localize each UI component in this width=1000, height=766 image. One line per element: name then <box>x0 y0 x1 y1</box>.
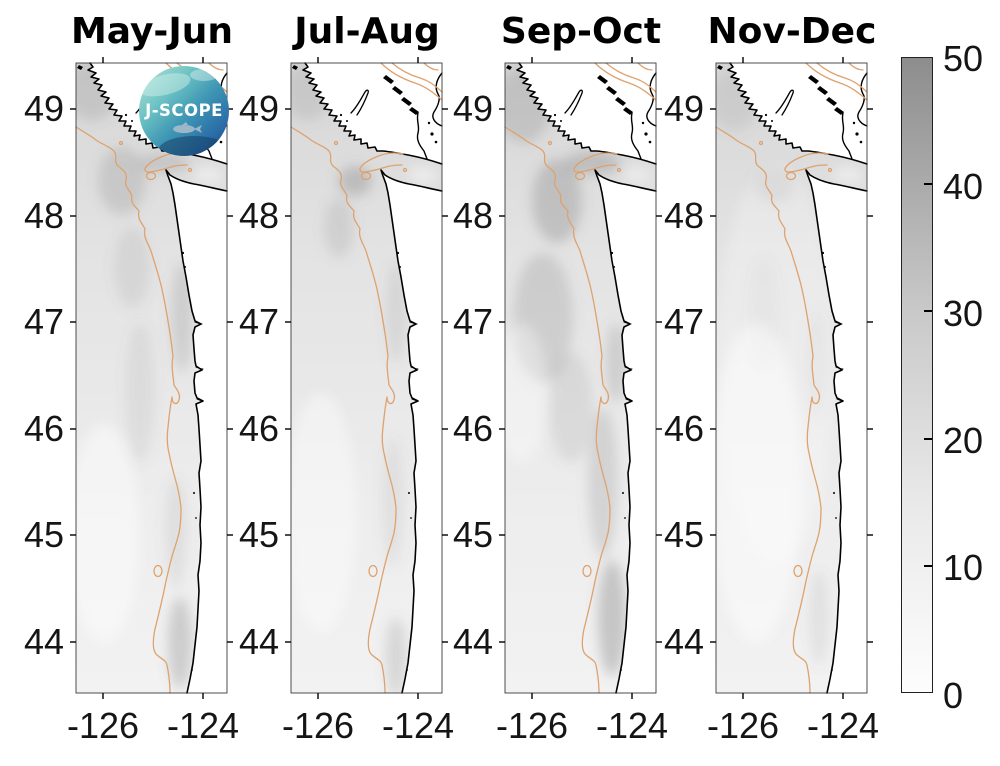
panel-border <box>715 62 868 694</box>
lon-tick-label: -124 <box>806 705 880 746</box>
colorbar <box>901 57 933 693</box>
colorbar-tick <box>924 565 932 567</box>
lon-tick-label: -126 <box>495 705 569 746</box>
ocean-field <box>505 63 656 693</box>
panel-title-may-jun: May-Jun <box>70 11 234 52</box>
map-panel-jul-aug <box>284 56 449 700</box>
lat-tick-label: 47 <box>452 301 493 342</box>
colorbar-tick-label: 0 <box>943 675 964 716</box>
lat-tick-label: 44 <box>23 621 64 662</box>
lat-tick-label: 45 <box>663 514 704 555</box>
map-panel-sep-oct <box>498 56 663 700</box>
panel-border <box>290 62 443 694</box>
colorbar-tick-label: 20 <box>943 420 984 461</box>
lat-tick-label: 44 <box>452 621 493 662</box>
colorbar-tick-label: 10 <box>943 547 984 588</box>
panel-border <box>504 62 657 694</box>
lat-tick-label: 49 <box>452 88 493 129</box>
ocean-field <box>716 63 867 693</box>
lat-tick-label: 48 <box>23 195 64 236</box>
colorbar-tick <box>924 183 932 185</box>
lat-tick-label: 49 <box>23 88 64 129</box>
colorbar-tick <box>924 310 932 312</box>
lon-tick-label: -124 <box>595 705 669 746</box>
panel-title-jul-aug: Jul-Aug <box>294 11 440 52</box>
lat-tick-label: 46 <box>238 408 279 449</box>
panel-border <box>75 62 228 694</box>
lon-tick-label: -126 <box>66 705 140 746</box>
lat-tick-label: 48 <box>663 195 704 236</box>
lat-tick-label: 46 <box>663 408 704 449</box>
logo-text: J-SCOPE <box>144 101 223 120</box>
lat-tick-label: 47 <box>23 301 64 342</box>
lat-tick-label: 46 <box>23 408 64 449</box>
fish-icon <box>173 122 202 133</box>
lat-tick-label: 45 <box>23 514 64 555</box>
colorbar-tick-label: 30 <box>943 293 984 334</box>
colorbar-tick <box>924 438 932 440</box>
lat-tick-label: 48 <box>452 195 493 236</box>
lat-tick-label: 45 <box>238 514 279 555</box>
panel-title-sep-oct: Sep-Oct <box>500 11 662 52</box>
lat-tick-label: 44 <box>238 621 279 662</box>
panel-title-nov-dec: Nov-Dec <box>707 11 877 52</box>
lat-tick-label: 44 <box>663 621 704 662</box>
lat-tick-label: 47 <box>663 301 704 342</box>
colorbar-tick-label: 50 <box>943 38 984 79</box>
map-panel-may-jun: J-SCOPE <box>69 56 234 700</box>
lat-tick-label: 46 <box>452 408 493 449</box>
lon-tick-label: -124 <box>166 705 240 746</box>
lat-tick-label: 47 <box>238 301 279 342</box>
lon-tick-label: -126 <box>706 705 780 746</box>
lat-tick-label: 49 <box>238 88 279 129</box>
map-panel-nov-dec <box>709 56 874 700</box>
lon-tick-label: -124 <box>381 705 455 746</box>
colorbar-tick-label: 40 <box>943 166 984 207</box>
lat-tick-label: 49 <box>663 88 704 129</box>
lat-tick-label: 48 <box>238 195 279 236</box>
lat-tick-label: 45 <box>452 514 493 555</box>
jscope-logo: J-SCOPE <box>139 66 229 156</box>
lon-tick-label: -126 <box>281 705 355 746</box>
